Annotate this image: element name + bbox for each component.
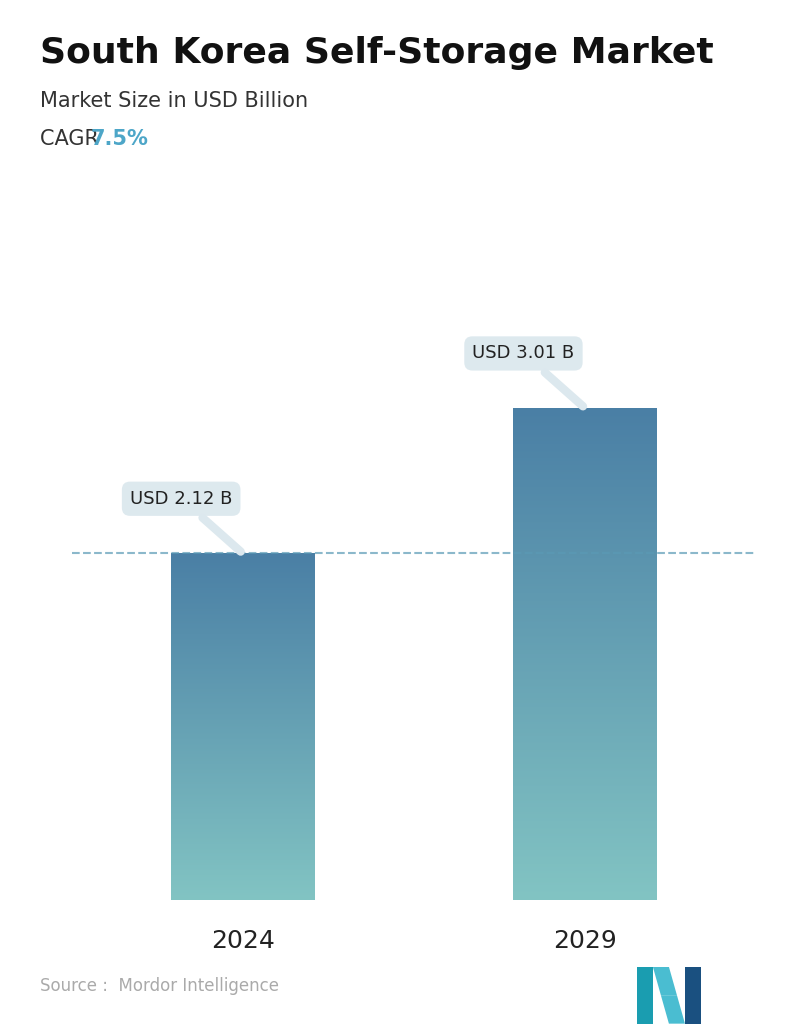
Polygon shape [685, 967, 701, 1024]
Text: 7.5%: 7.5% [91, 129, 149, 149]
Text: CAGR: CAGR [40, 129, 105, 149]
Text: 2029: 2029 [553, 929, 617, 953]
Text: Market Size in USD Billion: Market Size in USD Billion [40, 91, 308, 111]
Text: USD 3.01 B: USD 3.01 B [472, 344, 583, 406]
Polygon shape [653, 967, 677, 995]
Text: Source :  Mordor Intelligence: Source : Mordor Intelligence [40, 977, 279, 995]
Polygon shape [637, 967, 653, 1024]
Text: 2024: 2024 [211, 929, 275, 953]
Text: South Korea Self-Storage Market: South Korea Self-Storage Market [40, 36, 713, 70]
Text: USD 2.12 B: USD 2.12 B [130, 490, 240, 551]
Polygon shape [661, 995, 685, 1024]
